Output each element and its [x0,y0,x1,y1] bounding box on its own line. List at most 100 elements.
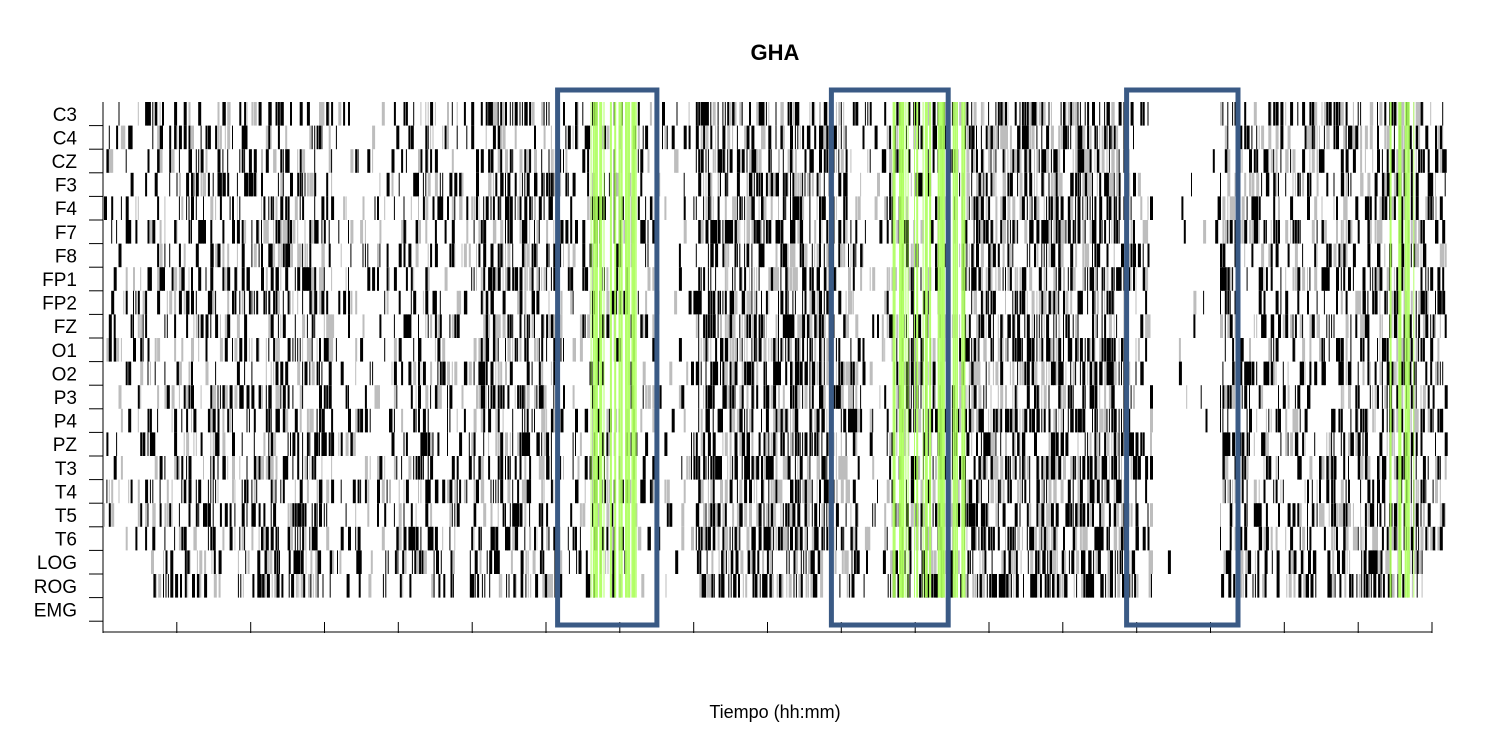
event-mark [1263,432,1266,456]
event-mark [425,432,428,456]
event-mark [763,479,765,504]
event-mark [1133,432,1134,456]
event-mark [1340,290,1343,315]
event-mark [217,385,219,409]
event-mark [178,456,180,480]
event-mark [966,338,970,362]
event-mark [582,243,586,268]
event-mark [546,314,549,338]
event-mark [331,408,334,433]
event-mark [1121,243,1124,268]
event-mark [1345,314,1349,338]
event-mark [210,314,212,338]
event-mark [108,149,112,173]
event-mark [239,385,243,409]
event-mark [787,172,789,197]
event-mark [427,479,431,504]
event-mark [309,243,312,268]
event-mark [645,314,649,338]
event-mark [292,290,294,315]
event-mark [311,338,313,362]
event-mark [1299,503,1302,527]
event-mark [241,385,244,409]
event-mark [794,125,796,150]
event-mark [170,550,174,574]
event-mark [1244,503,1247,527]
event-mark [1290,196,1294,220]
event-mark [418,172,419,197]
event-mark [872,267,876,291]
event-mark [418,456,420,480]
event-mark [432,290,436,315]
event-mark [749,102,751,126]
event-mark [505,102,507,126]
event-mark [480,220,483,244]
event-mark [275,290,278,315]
event-mark [840,149,844,173]
event-mark [886,314,889,338]
event-mark [1241,385,1243,409]
event-mark [1065,314,1068,338]
event-mark [145,290,148,315]
event-mark [681,503,685,527]
event-mark [550,267,552,291]
event-mark [855,526,858,551]
event-mark [1227,102,1229,126]
event-mark [466,220,469,244]
event-mark [608,479,610,504]
event-mark [268,456,271,480]
event-mark [756,102,759,126]
event-mark [321,196,325,220]
event-mark [1297,220,1300,244]
event-mark [964,408,967,433]
event-mark [137,479,140,504]
event-mark [1072,267,1076,291]
event-mark [688,125,691,150]
event-mark [290,243,293,268]
event-mark [896,408,898,433]
event-mark [826,102,828,126]
event-mark [1244,456,1247,480]
event-mark [1063,125,1066,150]
event-mark [509,361,513,386]
event-mark [490,196,492,220]
event-mark [666,125,668,150]
event-mark [985,503,988,527]
event-mark [768,456,772,480]
event-mark [855,220,858,244]
event-mark [413,456,415,480]
event-mark [840,526,843,551]
event-mark [1106,125,1108,150]
event-mark [1222,267,1226,291]
event-mark [746,196,750,220]
event-mark [1070,243,1074,268]
event-mark [744,408,746,433]
event-mark [1050,361,1054,386]
event-mark [1435,290,1436,315]
event-mark [835,338,837,362]
event-mark [1265,149,1269,173]
event-mark [1137,243,1141,268]
event-mark [211,550,213,574]
event-mark [835,196,837,220]
event-mark [1302,172,1305,197]
event-mark [753,338,756,362]
event-mark [1000,432,1002,456]
event-mark [227,267,231,291]
event-mark [753,361,755,386]
event-mark [304,267,308,291]
event-mark [1292,314,1294,338]
event-mark [1309,456,1313,480]
event-mark [1142,267,1146,291]
event-mark [732,408,736,433]
event-mark [874,196,878,220]
event-mark [855,314,859,338]
event-mark [1108,526,1110,551]
event-mark [186,432,190,456]
event-mark [418,196,419,220]
event-mark [703,432,706,456]
event-mark [1229,267,1233,291]
event-mark [814,526,818,551]
event-mark [1270,526,1273,551]
event-mark [1297,267,1301,291]
